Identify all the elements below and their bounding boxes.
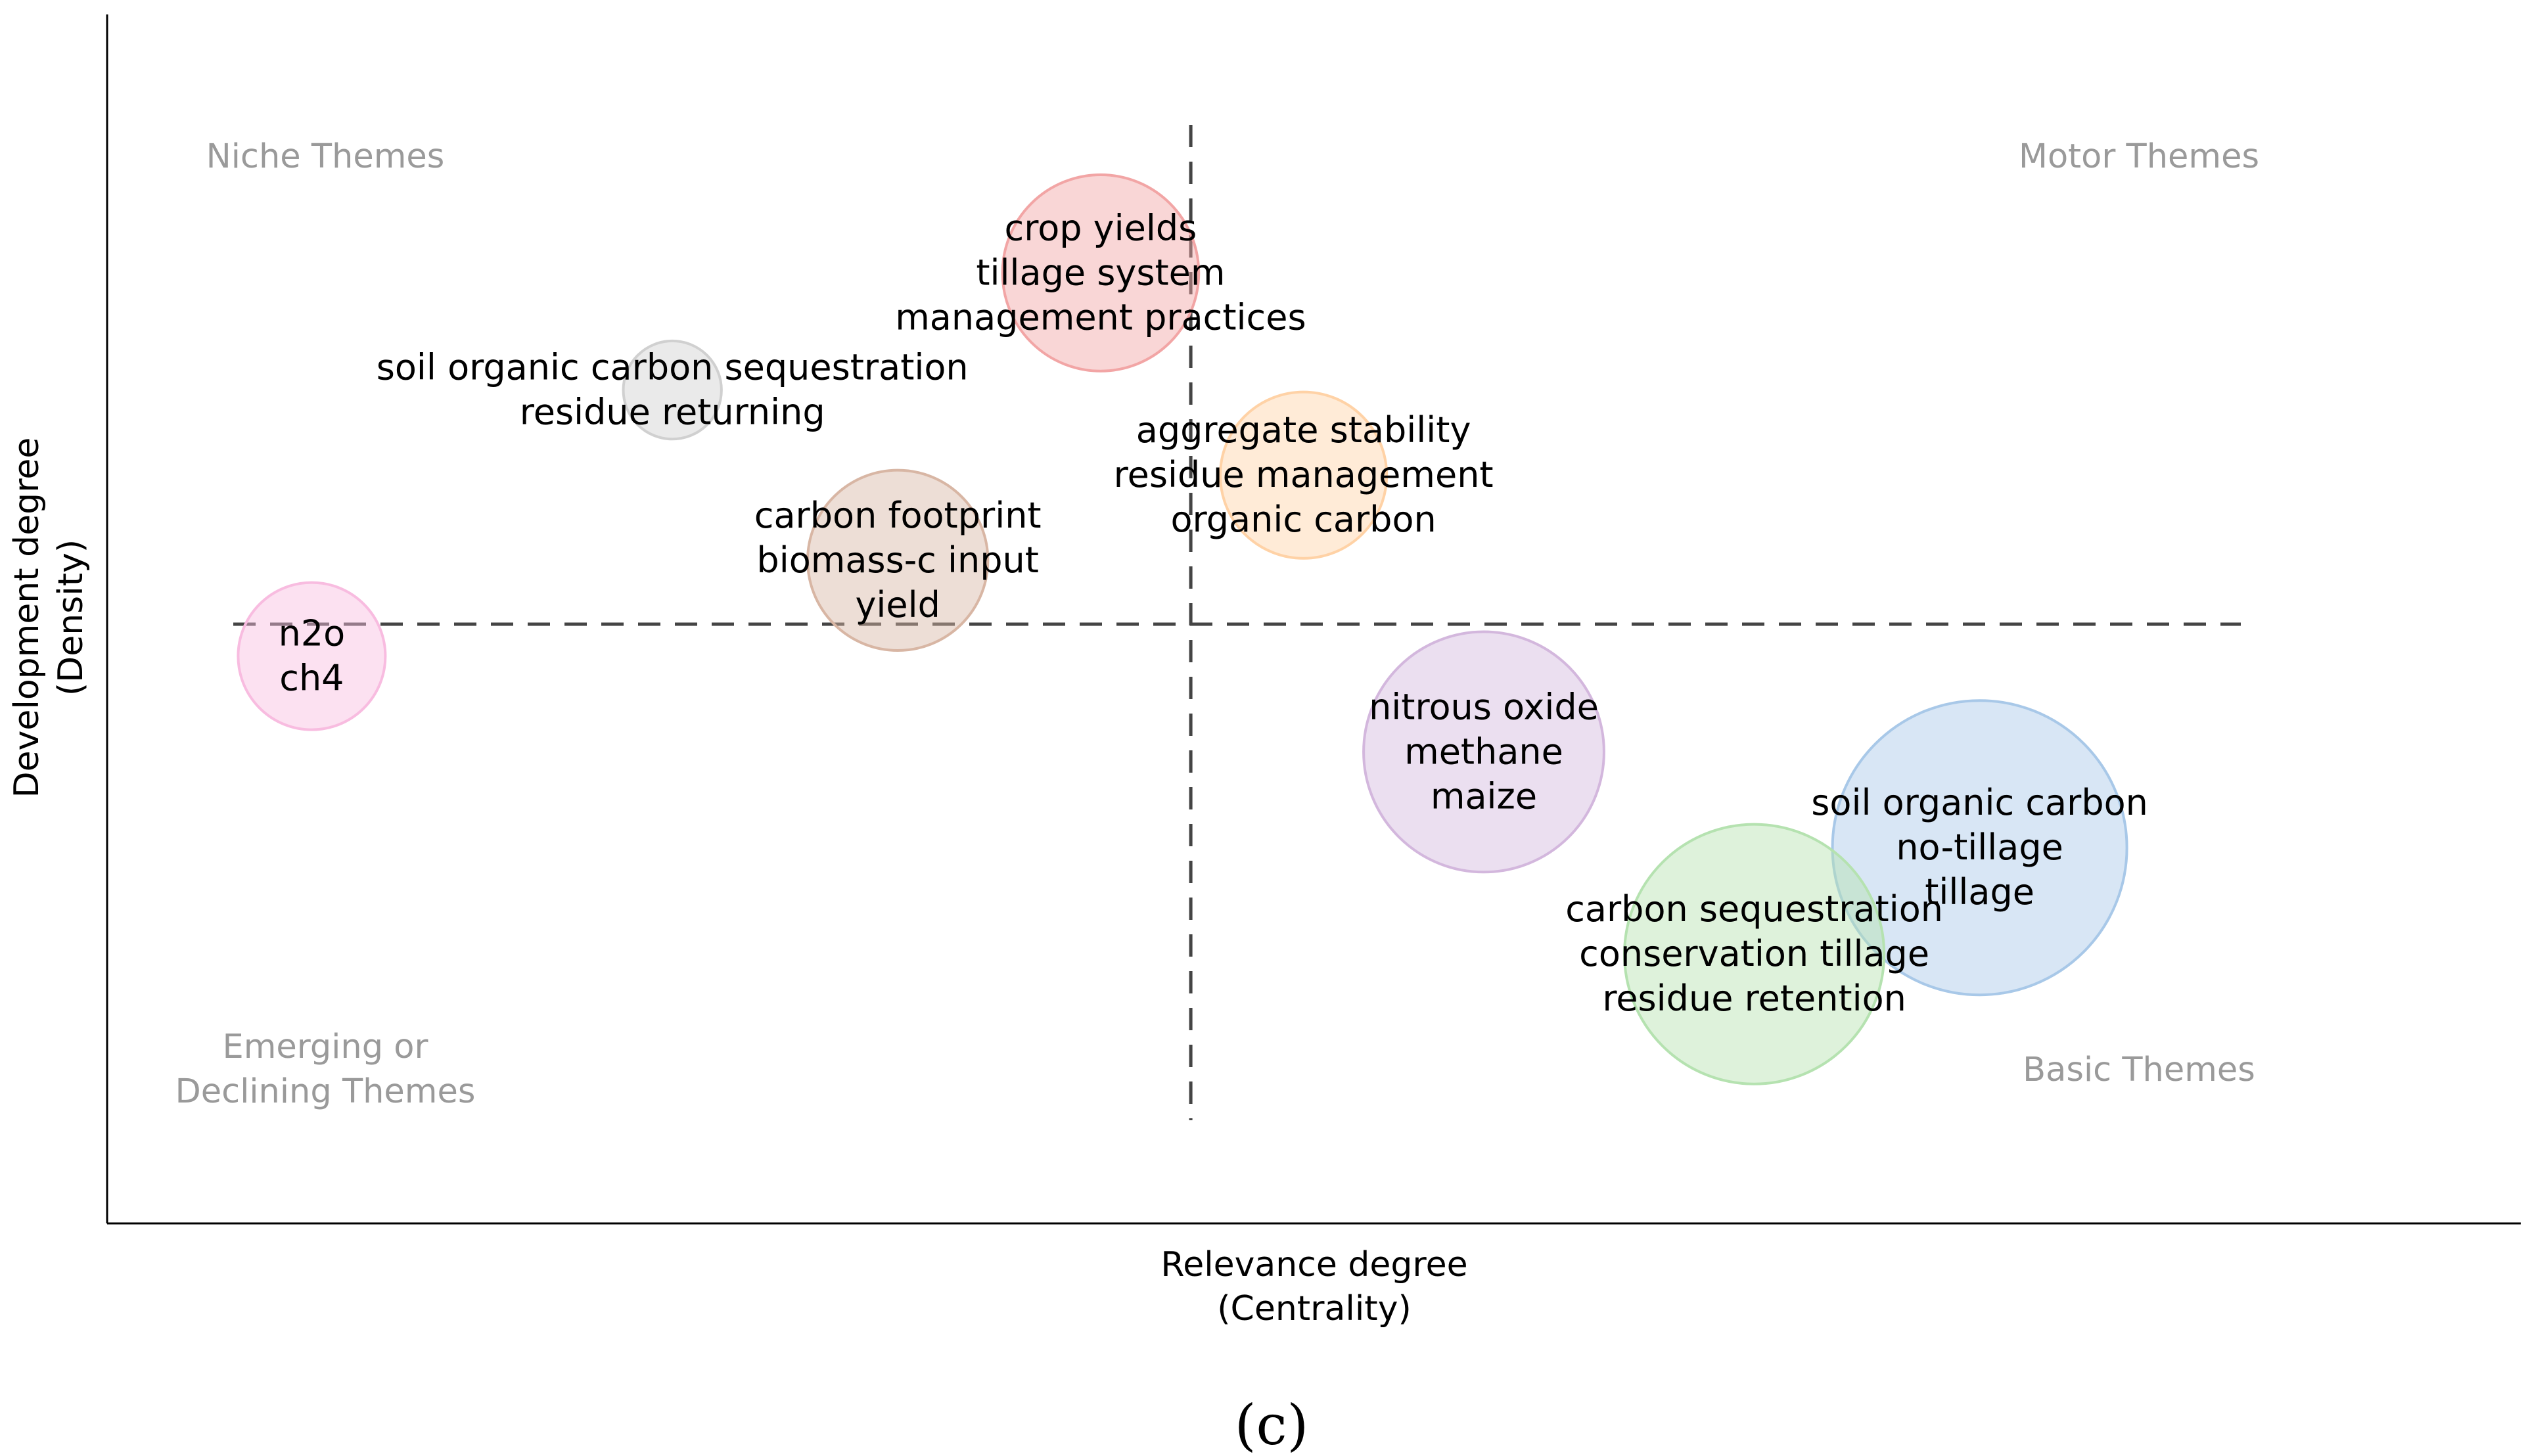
quadrant-label-emerging-declining-themes: Emerging or Declining Themes [175, 1028, 476, 1111]
cluster-bubble-1 [622, 339, 723, 441]
cluster-bubble-0 [1001, 173, 1201, 373]
quadrant-label-niche-themes: Niche Themes [206, 137, 445, 176]
quadrant-labels: Niche Themes Motor Themes Emerging or Dec… [175, 137, 2260, 1111]
cluster-label-2: aggregate stability residue management org… [1114, 409, 1494, 540]
cluster-labels: crop yields tillage system management prac… [279, 207, 2148, 1019]
cluster-bubble-2 [1218, 390, 1389, 560]
cluster-label-1: soil organic carbon sequestration residue… [377, 347, 969, 433]
axis-titles: Relevance degree (Centrality) Development… [7, 438, 1468, 1329]
cluster-bubble-4 [237, 581, 387, 731]
cluster-bubble-3 [806, 468, 990, 652]
cluster-bubble-7 [1623, 823, 1886, 1085]
cluster-label-6: soil organic carbon no-tillage tillage [1811, 782, 2148, 913]
x-axis-title: Relevance degree (Centrality) [1160, 1245, 1467, 1329]
cluster-bubble-6 [1831, 699, 2128, 997]
cluster-label-0: crop yields tillage system management prac… [895, 207, 1306, 338]
cluster-label-3: carbon footprint biomass-c input yield [754, 495, 1042, 626]
cluster-bubbles [237, 173, 2128, 1085]
axes [106, 14, 2521, 1225]
quadrant-dividers [233, 125, 2241, 1120]
y-axis-title: Development degree (Density) [7, 438, 91, 798]
panel-label: (c) [1235, 1393, 1309, 1456]
cluster-bubble-5 [1362, 630, 1605, 874]
quadrant-label-basic-themes: Basic Themes [2023, 1051, 2255, 1089]
cluster-label-7: carbon sequestration conservation tillage… [1565, 888, 1943, 1019]
cluster-label-4: n2o ch4 [279, 613, 346, 699]
cluster-label-5: nitrous oxide methane maize [1369, 686, 1599, 817]
quadrant-label-motor-themes: Motor Themes [2019, 137, 2259, 176]
